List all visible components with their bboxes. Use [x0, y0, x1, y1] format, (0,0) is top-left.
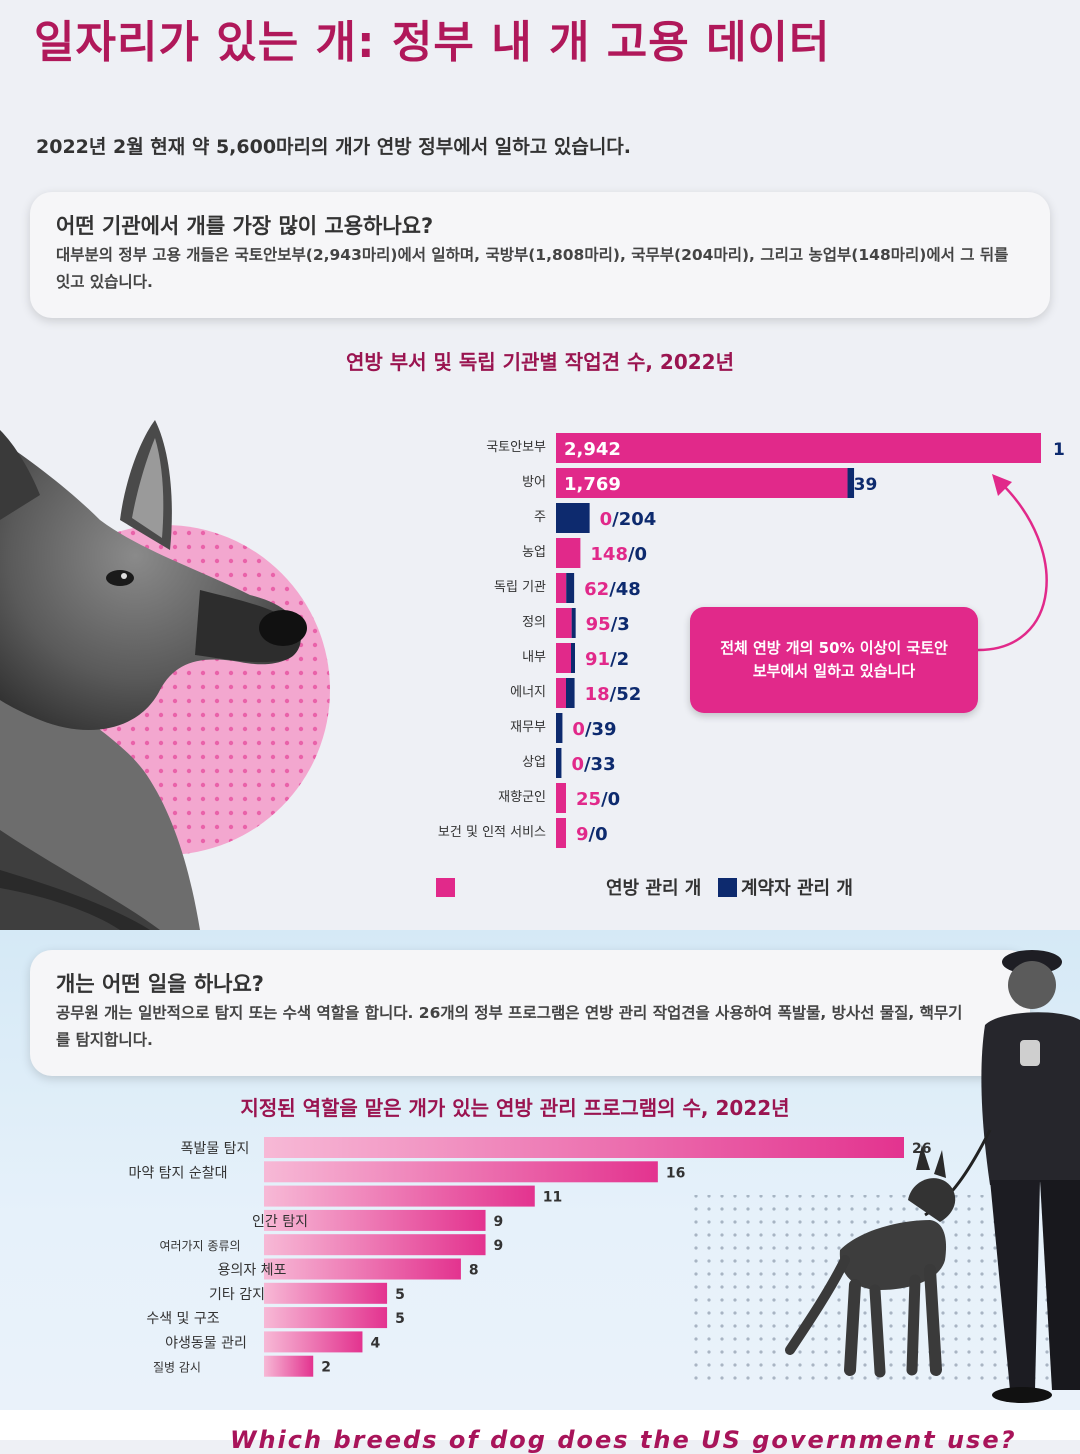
roles-bar — [264, 1209, 486, 1231]
agency-category-label: 내부 — [522, 650, 546, 665]
footer-background — [0, 1410, 1080, 1440]
agency-category-label: 재향군인 — [498, 790, 546, 805]
agency-outer-label: 1 — [1053, 440, 1065, 460]
page-title: 일자리가 있는 개: 정부 내 개 고용 데이터 — [34, 17, 831, 68]
agency-value-label: 9/0 — [576, 824, 608, 845]
roles-category-label: 야생동물 관리 — [165, 1335, 247, 1351]
agency-bar-contractor — [571, 643, 576, 673]
roles-bar — [264, 1258, 461, 1280]
roles-bar — [264, 1161, 658, 1183]
agency-category-label: 재무부 — [510, 720, 546, 735]
roles-bar-chart: 26 폭발물 탐지 16 마약 탐지 순찰대 11 9 인간 탐지 9 여러가지 종류의 8 용의자… — [128, 1137, 931, 1377]
roles-value-label: 8 — [469, 1263, 479, 1279]
roles-value-label: 5 — [395, 1287, 405, 1303]
roles-category-label: 폭발물 탐지 — [181, 1141, 250, 1157]
roles-question-heading: 개는 어떤 일을 하나요? — [56, 972, 264, 996]
agency-category-label: 방어 — [522, 475, 546, 490]
agency-bar-contractor — [556, 713, 563, 743]
roles-bar — [264, 1355, 314, 1377]
agency-bar-federal — [556, 608, 572, 638]
agency-value-label: 25/0 — [576, 789, 620, 810]
callout-arrow-head — [992, 474, 1012, 496]
roles-value-label: 4 — [370, 1335, 380, 1351]
page-subtitle: 2022년 2월 현재 약 5,600마리의 개가 연방 정부에서 일하고 있습… — [36, 136, 631, 158]
german-shepherd-image — [0, 420, 330, 930]
agency-category-label: 독립 기관 — [494, 580, 546, 595]
legend-swatch-contractor — [718, 878, 737, 897]
roles-category-label: 마약 탐지 순찰대 — [128, 1165, 227, 1181]
roles-category-label: 여러가지 종류의 — [159, 1239, 240, 1253]
footer-next-section-title: Which breeds of dog does the US governme… — [230, 1426, 1017, 1454]
agency-bar-contractor — [556, 748, 562, 778]
agency-value-label: 18/52 — [585, 684, 642, 705]
agency-category-label: 정의 — [522, 615, 546, 630]
german-shepherd-illustration — [0, 400, 340, 930]
agency-bar-contractor — [571, 608, 576, 638]
agency-category-label: 보건 및 인적 서비스 — [438, 825, 546, 840]
dhs-callout-box: 전체 연방 개의 50% 이상이 국토안보부에서 일하고 있습니다 — [690, 607, 978, 713]
roles-bar — [264, 1307, 388, 1329]
dhs-callout-text: 전체 연방 개의 50% 이상이 국토안보부에서 일하고 있습니다 — [720, 639, 948, 680]
agency-bar-contractor — [566, 573, 575, 603]
agency-value-label: 91/2 — [585, 649, 629, 670]
agency-value-label: 148/0 — [590, 544, 647, 565]
agency-chart-title: 연방 부서 및 독립 기관별 작업견 수, 2022년 — [345, 350, 734, 374]
agency-value-label: 0/204 — [600, 509, 657, 530]
agency-value-label: 0/33 — [571, 754, 615, 775]
roles-value-label: 16 — [666, 1165, 685, 1181]
roles-category-label: 용의자 체포 — [218, 1263, 287, 1279]
agency-question-body: 대부분의 정부 고용 개들은 국토안보부(2,943마리)에서 일하며, 국방부… — [56, 246, 1009, 291]
agency-bar-federal — [556, 643, 572, 673]
roles-bar — [264, 1234, 486, 1256]
agency-bar-federal — [556, 573, 567, 603]
agency-value-label: 95/3 — [586, 614, 630, 635]
agency-bar-contractor — [556, 503, 590, 533]
agency-value-label: 1,769 — [564, 474, 621, 495]
roles-value-label: 9 — [494, 1238, 504, 1254]
roles-chart-title: 지정된 역할을 맡은 개가 있는 연방 관리 프로그램의 수, 2022년 — [240, 1096, 790, 1120]
agency-value-label: 2,942 — [564, 439, 621, 460]
roles-category-label: 수색 및 구조 — [146, 1311, 219, 1327]
agency-category-label: 에너지 — [510, 685, 546, 700]
roles-category-label: 인간 탐지 — [252, 1214, 308, 1230]
roles-category-label: 질병 감시 — [153, 1361, 201, 1375]
officer-with-dog-illustration — [690, 930, 1080, 1410]
agency-category-label: 농업 — [522, 545, 546, 560]
agency-category-label: 국토안보부 — [486, 440, 546, 455]
agency-value-label: 62/48 — [584, 579, 641, 600]
agency-chart-legend: 연방 관리 개 계약자 관리 개 — [436, 872, 896, 902]
roles-bar — [264, 1282, 388, 1304]
callout-arrow-line — [977, 481, 1048, 652]
agency-bar-federal — [556, 433, 1041, 463]
officer-dog-image — [690, 950, 1080, 1403]
roles-value-label: 9 — [494, 1214, 504, 1230]
legend-label-federal: 연방 관리 개 — [606, 878, 702, 899]
roles-bar — [264, 1331, 363, 1353]
roles-question-body: 공무원 개는 일반적으로 탐지 또는 수색 역할을 합니다. 26개의 정부 프… — [56, 1004, 963, 1049]
agency-bar-chart: 국토안보부 2,942 1 방어 1,769 39 주 0/204 농업 148/0 독립 기관 62… — [438, 433, 1065, 848]
roles-value-label: 26 — [912, 1141, 931, 1157]
agency-bar-federal — [556, 538, 581, 568]
agency-category-label: 주 — [534, 510, 546, 525]
agency-bar-federal — [556, 678, 566, 708]
agency-bar-federal — [556, 783, 566, 813]
agency-bar-contractor — [847, 468, 854, 498]
roles-bar — [264, 1185, 535, 1207]
agency-bar-contractor — [566, 678, 575, 708]
agency-question-heading: 어떤 기관에서 개를 가장 많이 고용하나요? — [56, 214, 434, 238]
roles-value-label: 5 — [395, 1311, 405, 1327]
agency-bar-federal — [556, 818, 566, 848]
agency-category-label: 상업 — [522, 755, 546, 770]
roles-question-card: 개는 어떤 일을 하나요? 공무원 개는 일반적으로 탐지 또는 수색 역할을 … — [30, 950, 1030, 1076]
roles-category-label: 기타 감지 — [209, 1287, 265, 1303]
agency-outer-label: 39 — [854, 475, 878, 495]
agency-value-label: 0/39 — [572, 719, 616, 740]
roles-bar — [264, 1137, 904, 1158]
agency-bar-federal — [556, 468, 848, 498]
legend-label-contractor: 계약자 관리 개 — [741, 878, 853, 899]
agency-question-card: 어떤 기관에서 개를 가장 많이 고용하나요? 대부분의 정부 고용 개들은 국… — [30, 192, 1050, 318]
roles-value-label: 2 — [321, 1360, 331, 1376]
legend-swatch-federal — [436, 878, 455, 897]
roles-value-label: 11 — [543, 1190, 562, 1206]
